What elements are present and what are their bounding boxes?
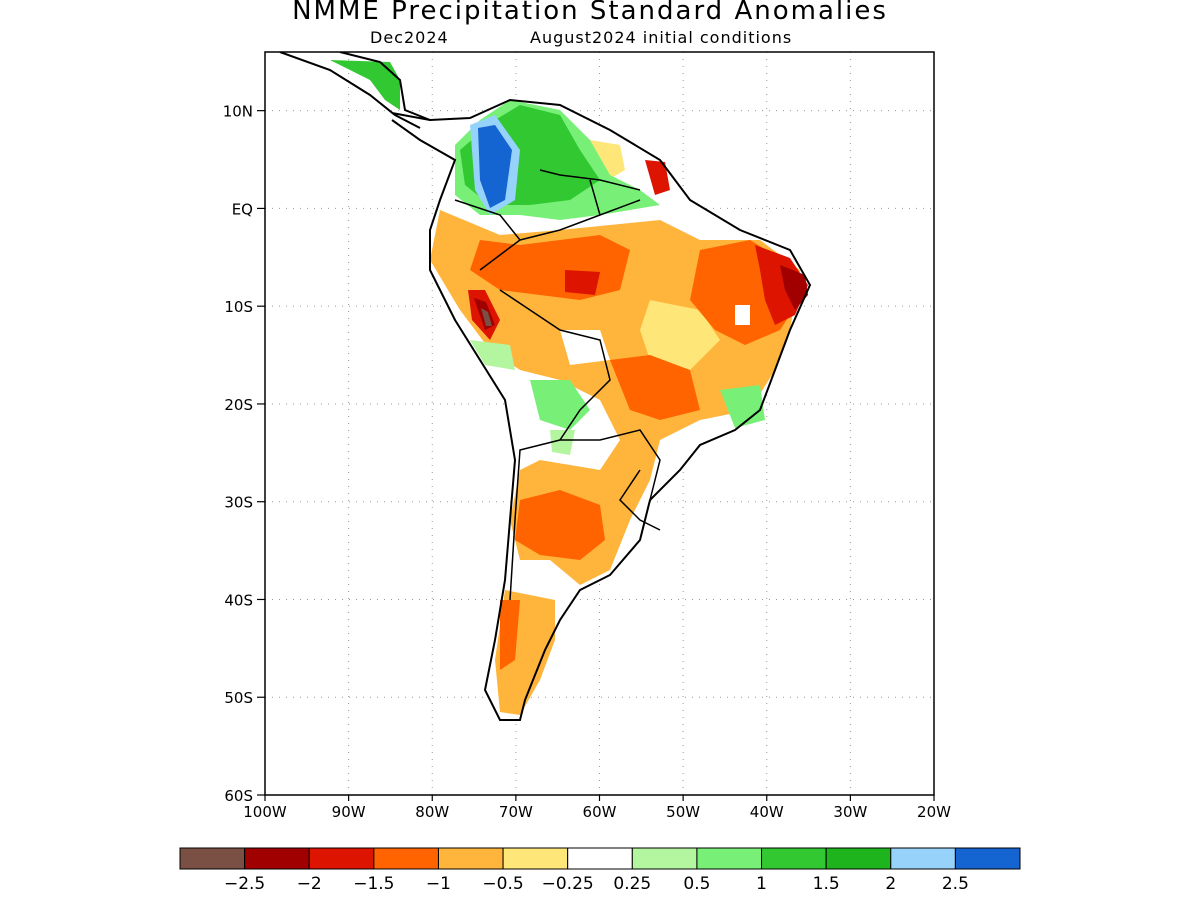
legend-swatch — [373, 847, 439, 870]
region-north-wet-blue — [478, 125, 512, 208]
legend-label: 2.5 — [942, 874, 969, 894]
lon-tick-label: 30W — [833, 803, 867, 821]
legend-label: −2 — [297, 874, 322, 894]
lat-tick-label: 30S — [224, 494, 253, 512]
legend-label: −0.25 — [542, 874, 594, 894]
region-central-dry — [610, 355, 700, 420]
legend-swatch — [631, 847, 698, 870]
legend-label: −2.5 — [224, 874, 265, 894]
legend-swatch — [696, 847, 763, 870]
lon-tick-label: 60W — [583, 803, 617, 821]
legend-label: −0.5 — [482, 874, 523, 894]
lat-tick-label: 50S — [224, 689, 253, 707]
legend-swatch — [825, 847, 892, 870]
legend-label: −1 — [426, 874, 451, 894]
region-argentina-dry — [515, 490, 605, 560]
legend-swatch — [502, 847, 569, 870]
region-argentina-wet — [550, 430, 575, 455]
legend-swatch — [308, 847, 375, 870]
longitude-tick-labels: 100W 90W 80W 70W 60W 50W 40W 30W 20W — [243, 795, 951, 821]
lat-tick-label: EQ — [232, 200, 253, 218]
lon-tick-label: 80W — [415, 803, 449, 821]
legend-label: −1.5 — [353, 874, 394, 894]
legend-swatch — [954, 847, 1021, 870]
region-near-normal-1 — [735, 305, 750, 325]
lat-tick-label: 40S — [224, 591, 253, 609]
legend-label: 0.25 — [613, 874, 651, 894]
region-guiana-dry — [645, 160, 670, 195]
region-peru-wet — [470, 340, 515, 370]
legend-label: 0.5 — [683, 874, 710, 894]
region-pale-dry-2 — [640, 300, 720, 370]
latitude-tick-labels: 10N EQ 10S 20S 30S 40S 50S 60S — [223, 103, 265, 805]
legend-swatch — [437, 847, 504, 870]
legend-label: 1 — [756, 874, 767, 894]
lon-tick-label: 70W — [499, 803, 533, 821]
lat-tick-label: 10N — [223, 103, 253, 121]
legend-swatch — [890, 847, 956, 870]
country-borders — [454, 169, 661, 601]
lon-tick-label: 40W — [750, 803, 784, 821]
region-southeast-wet — [720, 385, 765, 428]
region-peru-extreme-dry — [481, 308, 492, 326]
lat-tick-label: 60S — [224, 787, 253, 805]
colorbar-legend: −2.5 −2 −1.5 −1 −0.5 −0.25 0.25 0.5 1 1.5 2 2.5 — [179, 847, 1021, 894]
continent-coastline — [391, 98, 812, 721]
lon-tick-label: 100W — [243, 803, 287, 821]
lat-tick-label: 10S — [224, 298, 253, 316]
central-america-coastline — [279, 52, 431, 129]
legend-swatch — [567, 847, 633, 870]
lon-tick-label: 20W — [917, 803, 951, 821]
region-central-america-wet — [330, 60, 400, 110]
lat-tick-label: 20S — [224, 396, 253, 414]
region-ne-brazil-very-dry — [780, 265, 808, 310]
lon-tick-label: 50W — [666, 803, 700, 821]
legend-swatch — [244, 847, 310, 870]
legend-label: 1.5 — [813, 874, 840, 894]
legend-swatch — [761, 847, 827, 870]
region-amazon-strong-dry — [565, 270, 600, 295]
legend-label: 2 — [885, 874, 896, 894]
forecast-month: Dec2024 — [370, 28, 449, 47]
initial-conditions: August2024 initial conditions — [530, 28, 793, 47]
legend-swatch — [179, 847, 246, 870]
region-patagonia-dry — [500, 600, 520, 670]
lon-tick-label: 90W — [332, 803, 366, 821]
map-title: NMME Precipitation Standard Anomalies — [292, 0, 888, 26]
